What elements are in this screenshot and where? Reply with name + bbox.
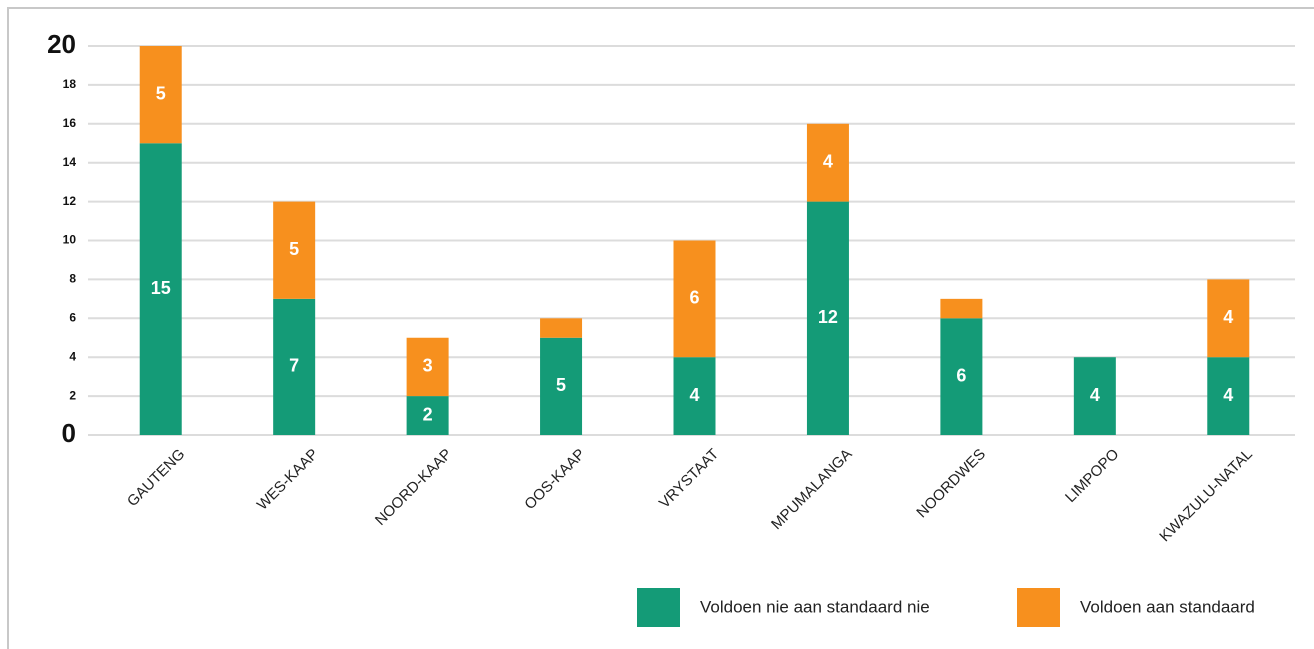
bar-segment xyxy=(540,318,583,338)
legend-swatch xyxy=(1017,588,1060,627)
bar-segment xyxy=(139,143,182,435)
data-label: 4 xyxy=(1223,385,1233,405)
bar-segment xyxy=(1073,357,1116,435)
data-label: 5 xyxy=(156,83,166,103)
legend-label: Voldoen nie aan standaard nie xyxy=(700,597,930,616)
bar-segment xyxy=(673,357,716,435)
bar-segment xyxy=(273,201,316,299)
data-label: 7 xyxy=(289,356,299,376)
y-tick-label: 0 xyxy=(62,418,76,448)
data-label: 5 xyxy=(556,375,566,395)
data-label: 4 xyxy=(689,385,699,405)
x-tick-label: KWAZULU-NATAL xyxy=(1156,446,1256,546)
bar-segment xyxy=(1207,279,1250,358)
x-tick-label: WES-KAAP xyxy=(254,446,322,514)
data-label: 2 xyxy=(423,404,433,424)
y-tick-label: 10 xyxy=(63,233,77,247)
bar-segment xyxy=(273,298,316,435)
data-label: 3 xyxy=(423,356,433,376)
y-tick-label: 16 xyxy=(63,116,77,130)
data-label: 6 xyxy=(689,288,699,308)
y-tick-label: 2 xyxy=(69,388,76,402)
y-tick-label: 4 xyxy=(69,349,76,363)
bar-segment xyxy=(673,240,716,358)
bar-segment xyxy=(940,318,983,435)
data-label: 6 xyxy=(956,365,966,385)
bar-segment xyxy=(540,337,583,435)
y-tick-label: 8 xyxy=(69,272,76,286)
bar-segment xyxy=(1207,357,1250,435)
y-tick-label: 20 xyxy=(47,29,76,59)
x-tick-label: GAUTENG xyxy=(124,446,188,510)
y-tick-label: 6 xyxy=(69,310,76,324)
y-tick-label: 12 xyxy=(63,194,77,208)
bar-segment xyxy=(406,337,449,397)
data-label: 12 xyxy=(818,307,838,327)
data-label: 4 xyxy=(823,151,833,171)
x-tick-label: OOS-KAAP xyxy=(521,446,588,513)
x-tick-label: VRYSTAAT xyxy=(656,446,722,512)
data-label: 4 xyxy=(1090,385,1100,405)
bar-segment xyxy=(806,123,849,202)
bar-segment xyxy=(940,298,983,319)
legend-swatch xyxy=(637,588,680,627)
bar-segment xyxy=(806,201,849,435)
x-tick-label: LIMPOPO xyxy=(1062,446,1122,506)
frame xyxy=(7,7,1314,649)
data-label: 4 xyxy=(1223,307,1233,327)
bar-segment xyxy=(406,396,449,435)
y-tick-label: 14 xyxy=(63,155,77,169)
data-label: 5 xyxy=(289,239,299,259)
x-tick-label: NOORD-KAAP xyxy=(372,446,455,529)
x-tick-label: NOORDWES xyxy=(913,446,989,522)
data-label: 15 xyxy=(151,278,171,298)
bar-segment xyxy=(139,46,182,144)
y-tick-label: 18 xyxy=(63,77,77,91)
legend-label: Voldoen aan standaard xyxy=(1080,597,1255,616)
x-tick-label: MPUMALANGA xyxy=(768,446,855,533)
